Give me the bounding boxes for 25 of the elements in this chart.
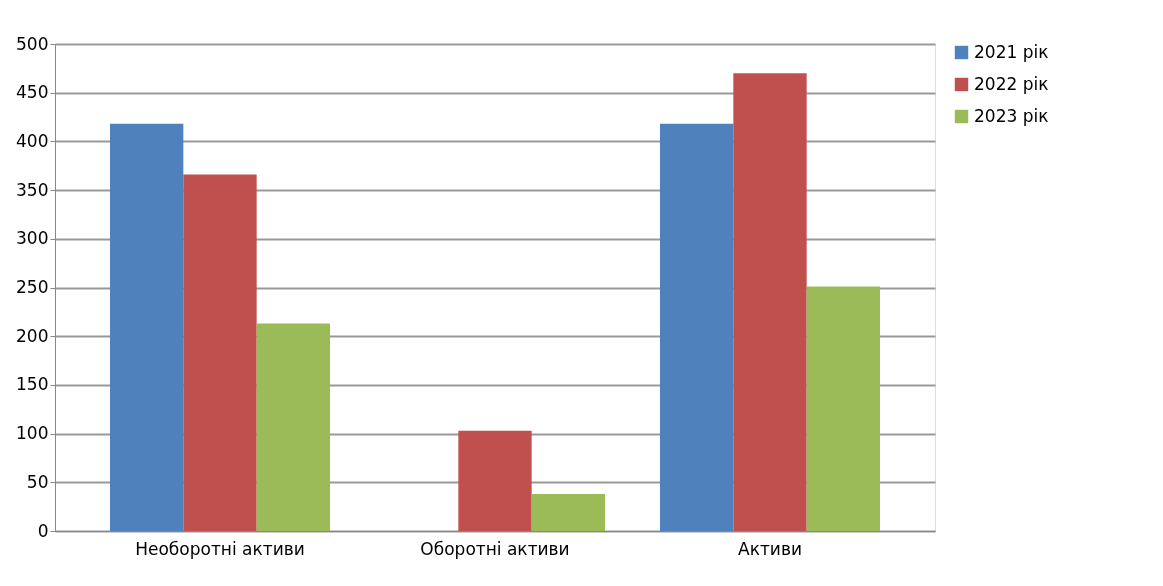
- legend-label: 2022 рік: [974, 73, 1049, 94]
- y-tick-label: 500: [16, 33, 49, 54]
- y-tick-label: 450: [16, 82, 49, 103]
- y-tick-label: 100: [16, 423, 49, 444]
- y-tick-label: 400: [16, 130, 49, 151]
- bar: [531, 493, 605, 531]
- bar: [183, 174, 257, 531]
- bar: [733, 73, 807, 531]
- x-tick-label: Оборотні активи: [420, 538, 570, 559]
- y-tick-label: 150: [16, 374, 49, 395]
- bar: [256, 323, 330, 531]
- x-tick-label: Активи: [738, 538, 802, 559]
- bar: [806, 286, 880, 531]
- y-tick-label: 0: [37, 520, 49, 541]
- bar: [110, 123, 184, 531]
- bar: [660, 123, 734, 531]
- y-tick-label: 200: [16, 325, 49, 346]
- legend-label: 2021 рік: [974, 41, 1049, 62]
- y-tick-label: 300: [16, 228, 49, 249]
- x-tick-label: Необоротні активи: [135, 538, 305, 559]
- legend-label: 2023 рік: [974, 105, 1049, 126]
- y-tick-label: 350: [16, 179, 49, 200]
- y-tick-label: 50: [26, 471, 49, 492]
- bar: [458, 430, 532, 531]
- y-tick-label: 250: [16, 277, 49, 297]
